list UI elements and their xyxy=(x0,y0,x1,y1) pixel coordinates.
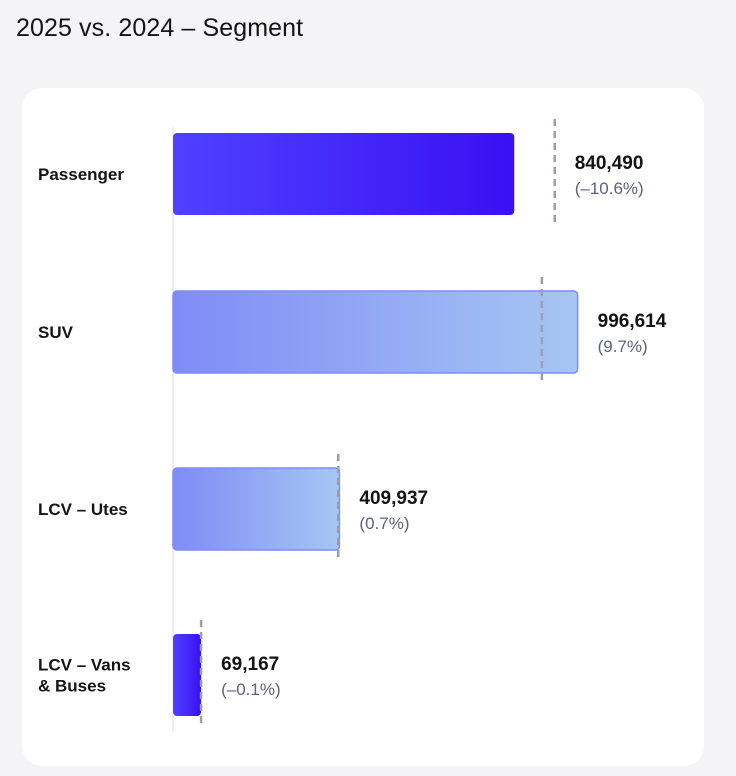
page-title: 2025 vs. 2024 – Segment xyxy=(16,14,304,42)
change-label-4: (–0.1%) xyxy=(221,680,281,699)
value-label-3: 409,937 xyxy=(359,488,428,509)
category-label-4-line-1: LCV – Vans xyxy=(38,656,131,675)
bar-2 xyxy=(172,290,579,374)
value-label-4: 69,167 xyxy=(221,654,279,675)
change-label-1: (–10.6%) xyxy=(575,179,644,198)
bar-3 xyxy=(172,467,341,551)
value-label-1: 840,490 xyxy=(575,153,644,174)
category-label-3: LCV – Utes xyxy=(38,500,128,519)
value-label-2: 996,614 xyxy=(598,311,667,332)
change-label-2: (9.7%) xyxy=(598,337,648,356)
change-label-3: (0.7%) xyxy=(359,514,409,533)
category-label-1: Passenger xyxy=(38,165,124,184)
category-label-2: SUV xyxy=(38,323,74,342)
category-label-4-line-2: & Buses xyxy=(38,677,106,696)
bar-1 xyxy=(173,133,515,215)
bar-4 xyxy=(173,634,202,716)
